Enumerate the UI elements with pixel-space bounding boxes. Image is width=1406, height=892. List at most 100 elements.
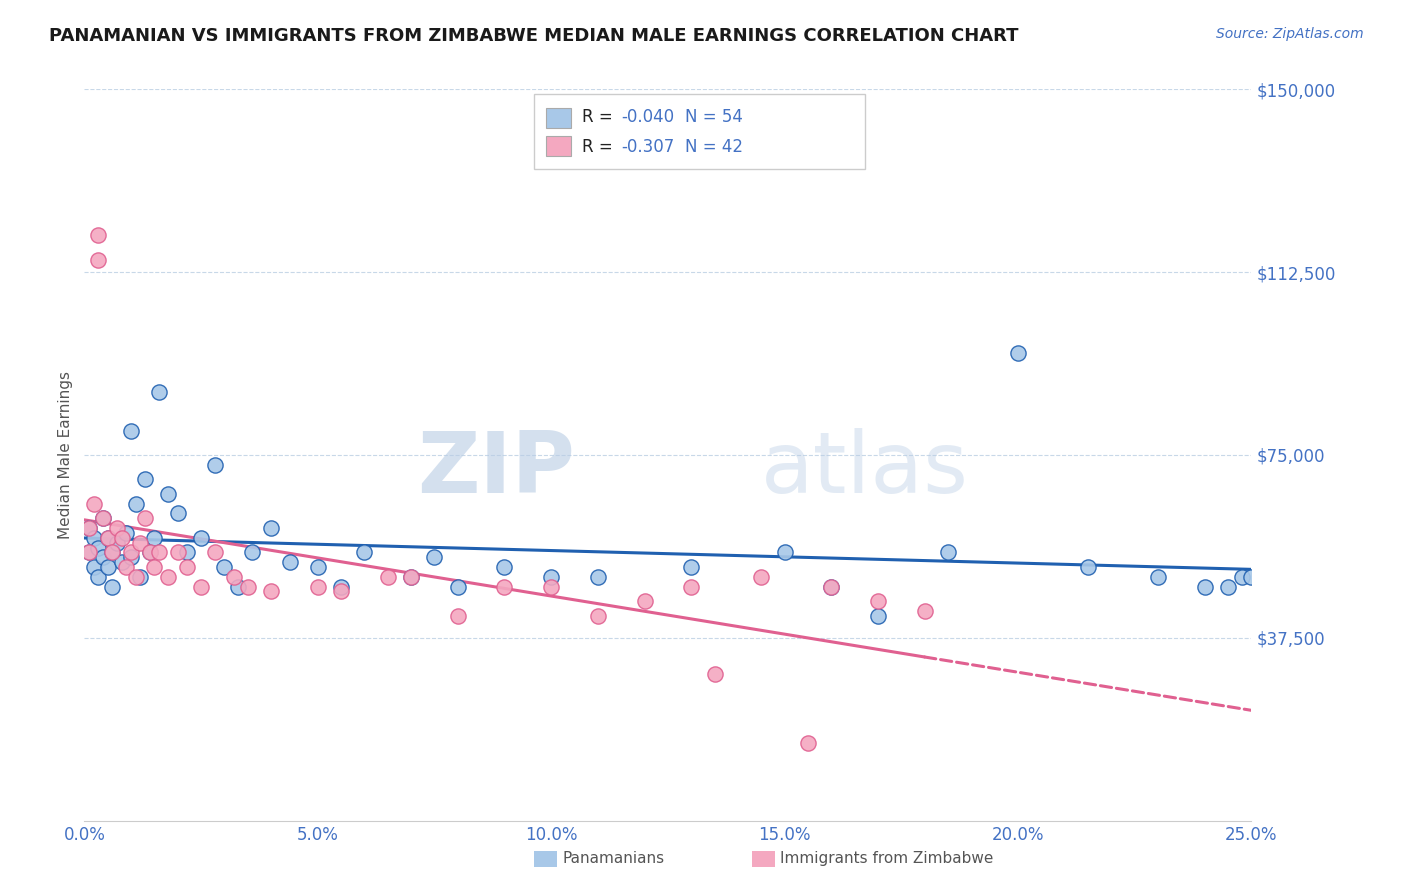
Point (820, 580, 842, 594)
Text: atlas: atlas (761, 428, 969, 511)
Point (120, 424, 142, 438)
Point (157, 487, 180, 501)
Point (77, 545, 100, 559)
Text: R =: R = (582, 108, 619, 126)
Point (87, 570, 110, 584)
Point (105, 535, 128, 549)
Point (77, 521, 100, 535)
Point (134, 472, 156, 486)
Text: ZIP: ZIP (416, 428, 575, 511)
Point (111, 531, 134, 545)
Point (101, 545, 124, 559)
Point (797, 736, 820, 750)
Point (242, 545, 264, 559)
Point (91, 511, 114, 525)
Point (1194, 580, 1216, 594)
Point (866, 608, 889, 623)
Point (97, 560, 120, 574)
Point (129, 535, 152, 549)
Point (1216, 580, 1239, 594)
Point (91, 511, 114, 525)
Text: PANAMANIAN VS IMMIGRANTS FROM ZIMBABWE MEDIAN MALE EARNINGS CORRELATION CHART: PANAMANIAN VS IMMIGRANTS FROM ZIMBABWE M… (49, 27, 1019, 45)
Point (115, 560, 138, 574)
Point (399, 570, 422, 584)
Point (83, 497, 105, 511)
Point (1147, 570, 1170, 584)
Text: -0.307: -0.307 (621, 138, 675, 156)
Point (377, 570, 399, 584)
Point (77, 521, 100, 535)
Point (447, 580, 470, 594)
Point (936, 545, 959, 559)
Point (307, 560, 329, 574)
Point (820, 580, 842, 594)
Point (494, 580, 516, 594)
Point (399, 570, 422, 584)
Point (87, 228, 110, 243)
Point (222, 570, 245, 584)
Point (681, 580, 703, 594)
Point (260, 521, 283, 535)
Point (749, 570, 772, 584)
Point (125, 497, 148, 511)
Point (681, 560, 703, 574)
Point (138, 545, 160, 559)
Point (111, 555, 134, 569)
Point (330, 584, 353, 599)
Point (134, 511, 156, 525)
Point (157, 570, 180, 584)
Point (138, 545, 160, 559)
Point (214, 560, 236, 574)
Point (586, 570, 609, 584)
Point (353, 545, 375, 559)
Point (176, 545, 198, 559)
Text: Immigrants from Zimbabwe: Immigrants from Zimbabwe (780, 851, 994, 865)
Point (540, 570, 562, 584)
Point (190, 580, 212, 594)
Point (166, 507, 188, 521)
Point (228, 580, 250, 594)
Point (87, 252, 110, 267)
Point (278, 555, 301, 569)
Point (540, 580, 562, 594)
Point (97, 531, 120, 545)
Point (105, 521, 128, 535)
Point (143, 531, 166, 545)
Text: R =: R = (582, 138, 619, 156)
Point (87, 541, 110, 555)
Point (494, 560, 516, 574)
Text: N = 42: N = 42 (685, 138, 742, 156)
Point (77, 545, 100, 559)
Point (586, 608, 609, 623)
Point (773, 545, 796, 559)
Point (148, 384, 170, 399)
Point (83, 560, 105, 574)
Point (204, 458, 226, 472)
Point (115, 525, 138, 540)
Point (148, 545, 170, 559)
Text: Panamanians: Panamanians (562, 851, 665, 865)
Point (1077, 560, 1099, 574)
Point (423, 550, 446, 565)
Y-axis label: Median Male Earnings: Median Male Earnings (58, 371, 73, 539)
Text: N = 54: N = 54 (685, 108, 742, 126)
Point (260, 584, 283, 599)
Point (1230, 570, 1253, 584)
Text: -0.040: -0.040 (621, 108, 675, 126)
Point (83, 531, 105, 545)
Point (1007, 345, 1029, 359)
Point (101, 545, 124, 559)
Point (176, 560, 198, 574)
Point (914, 604, 936, 618)
Point (330, 580, 353, 594)
Point (97, 531, 120, 545)
Point (120, 545, 142, 559)
Point (204, 545, 226, 559)
Text: Source: ZipAtlas.com: Source: ZipAtlas.com (1216, 27, 1364, 41)
Point (143, 560, 166, 574)
Point (120, 550, 142, 565)
Point (633, 594, 655, 608)
Point (91, 550, 114, 565)
Point (703, 667, 725, 681)
Point (101, 580, 124, 594)
